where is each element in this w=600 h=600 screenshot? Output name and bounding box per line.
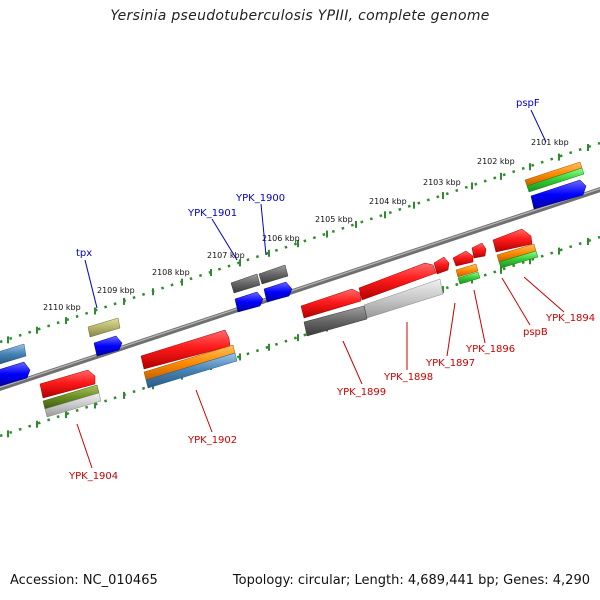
genome-summary-text: Topology: circular; Length: 4,689,441 bp…	[232, 573, 590, 588]
label-YPK_1899[interactable]: YPK_1899	[336, 387, 386, 398]
gene-tpx[interactable]	[87, 317, 123, 357]
gene-YPK_1904[interactable]	[39, 369, 102, 418]
label-YPK_1898[interactable]: YPK_1898	[383, 372, 433, 383]
label-leader-line	[523, 276, 565, 313]
gene-labels: pspF YPK_1900 YPK_1901 tpx YPK_1894 pspB…	[68, 98, 595, 482]
label-leader-line	[530, 109, 547, 143]
label-leader-line	[211, 218, 238, 261]
kbp-label: 2104 kbp	[369, 197, 407, 206]
gene-pspF[interactable]	[524, 161, 587, 210]
gene-YPK_1897[interactable]	[433, 256, 450, 275]
kbp-label: 2107 kbp	[207, 251, 245, 260]
label-YPK_1902[interactable]: YPK_1902	[187, 435, 237, 446]
label-leaders	[76, 109, 565, 469]
gene-left-top[interactable]	[0, 343, 31, 387]
label-leader-line	[76, 423, 93, 469]
label-leader-line	[342, 340, 363, 385]
gene-pspB[interactable]	[471, 242, 487, 259]
kbp-label: 2110 kbp	[43, 303, 81, 312]
map-title: Yersinia pseudotuberculosis YPIII, compl…	[110, 8, 490, 24]
gene-YPK_1900[interactable]	[258, 264, 293, 303]
label-YPK_1894[interactable]: YPK_1894	[545, 313, 595, 324]
label-tpx[interactable]: tpx	[76, 248, 92, 259]
label-YPK_1900[interactable]: YPK_1900	[235, 193, 285, 204]
label-pspB[interactable]: pspB	[523, 327, 548, 338]
label-leader-line	[195, 389, 213, 433]
gene-YPK_1898[interactable]	[358, 262, 444, 319]
accession-text: Accession: NC_010465	[10, 573, 158, 588]
kbp-label: 2106 kbp	[262, 234, 300, 243]
kbp-label: 2101 kbp	[531, 138, 569, 147]
gene-YPK_1901[interactable]	[230, 273, 264, 313]
label-leader-line	[260, 203, 267, 256]
label-leader-line	[501, 277, 531, 326]
label-YPK_1896[interactable]: YPK_1896	[465, 344, 515, 355]
label-YPK_1901[interactable]: YPK_1901	[187, 208, 237, 219]
kbp-label: 2109 kbp	[97, 286, 135, 295]
genome-backbone	[0, 187, 600, 391]
kbp-label: 2105 kbp	[315, 215, 353, 224]
gene-YPK_1894[interactable]	[492, 228, 539, 269]
label-YPK_1897[interactable]: YPK_1897	[425, 358, 475, 369]
scale-labels: 2101 kbp 2102 kbp 2103 kbp 2104 kbp 2105 kbp…	[43, 138, 569, 312]
gene-YPK_1896[interactable]	[452, 250, 481, 285]
gene-YPK_1899[interactable]	[300, 288, 368, 337]
label-pspF[interactable]: pspF	[516, 98, 540, 109]
genes	[0, 161, 587, 418]
kbp-label: 2108 kbp	[152, 268, 190, 277]
label-leader-line	[473, 289, 486, 344]
gene-YPK_1902[interactable]	[140, 329, 238, 389]
label-YPK_1904[interactable]: YPK_1904	[68, 471, 118, 482]
label-leader-line	[446, 302, 456, 357]
kbp-label: 2103 kbp	[423, 178, 461, 187]
label-leader-line	[84, 259, 98, 309]
kbp-label: 2102 kbp	[477, 157, 515, 166]
